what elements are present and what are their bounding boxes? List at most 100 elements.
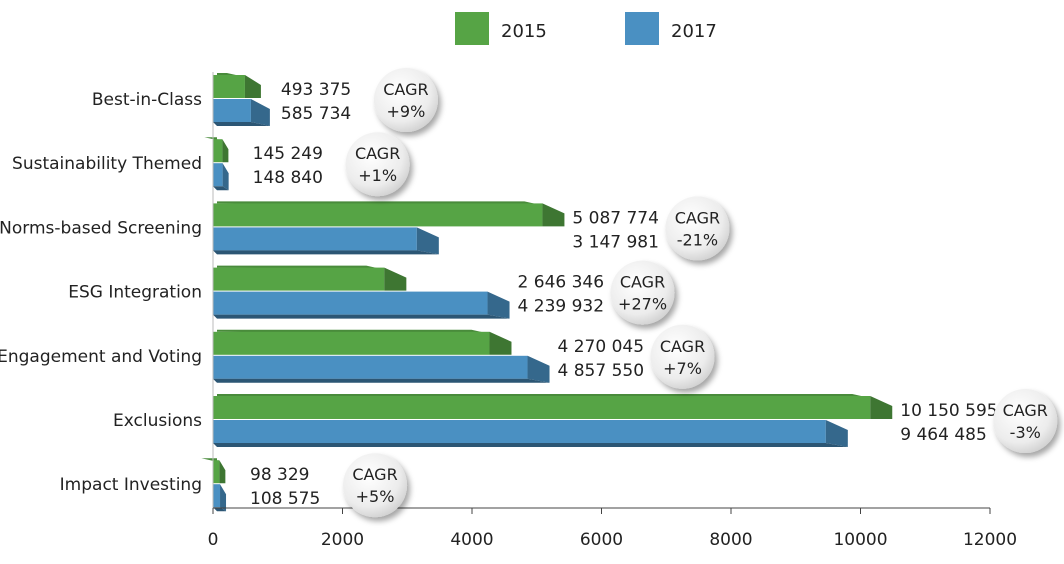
bar-2015 (213, 73, 261, 98)
cagr-badge: CAGR +1% (345, 132, 410, 197)
cagr-value: +9% (387, 102, 426, 121)
x-tick-label: 4000 (450, 530, 493, 550)
bar-side-face (222, 163, 229, 191)
cagr-title: CAGR (675, 208, 720, 227)
x-tick-label: 2000 (321, 530, 364, 550)
bar-2017 (213, 484, 227, 512)
cagr-circle (343, 453, 408, 518)
bar-front-face (213, 75, 245, 98)
x-tick-label: 6000 (580, 530, 623, 550)
bar-bottom-face (213, 314, 510, 319)
category-label: Impact Investing (60, 475, 202, 495)
legend-swatch-2017 (625, 12, 659, 45)
value-label-2017: 4 857 550 (558, 361, 645, 381)
cagr-badge: CAGR -21% (665, 196, 730, 261)
x-axis: 0 2000 4000 6000 8000 10000 12000 (208, 72, 1017, 550)
bar-2015 (201, 458, 226, 484)
bar-bottom-face (213, 186, 229, 191)
cagr-value: +1% (358, 166, 397, 185)
cagr-badge: CAGR +9% (373, 68, 438, 132)
x-tick-label: 10000 (833, 530, 887, 550)
bar-2017 (213, 99, 270, 126)
cagr-title: CAGR (620, 273, 665, 292)
cagr-title: CAGR (1003, 401, 1048, 420)
value-label-2017: 148 840 (253, 168, 323, 188)
bar-side-face (527, 355, 550, 383)
cagr-title: CAGR (660, 337, 705, 356)
cagr-value: -21% (677, 230, 718, 249)
category-label: Best-in-Class (92, 90, 202, 110)
category-label: Engagement and Voting (0, 347, 202, 367)
bar-side-face (542, 203, 565, 227)
bar-front-face (213, 420, 826, 443)
bar-bottom-face (213, 122, 270, 126)
x-tick-label: 8000 (709, 530, 752, 550)
cagr-circle (650, 324, 715, 389)
cagr-circle (993, 389, 1058, 453)
annotations: 493 375 585 734 CAGR +9% 145 249 148 840 CAGR +… (250, 68, 1058, 518)
bar-side-face (222, 139, 229, 163)
x-tick-label: 12000 (963, 530, 1017, 550)
cagr-circle (610, 260, 675, 325)
bar-side-face (244, 75, 261, 98)
bar-front-face (213, 139, 223, 163)
cagr-title: CAGR (383, 80, 428, 99)
cagr-badge: CAGR +5% (343, 453, 408, 518)
bar-front-face (213, 203, 543, 227)
bar-side-face (870, 396, 893, 419)
bar-front-face (213, 163, 223, 187)
category-label: Norms-based Screening (0, 218, 202, 238)
bar-2015 (213, 329, 512, 355)
bar-2015 (204, 137, 229, 163)
bar-bottom-face (213, 250, 439, 255)
bar-front-face (213, 460, 220, 484)
bar-side-face (416, 227, 439, 255)
bar-front-face (213, 227, 417, 251)
cagr-circle (665, 196, 730, 261)
cagr-title: CAGR (352, 465, 397, 484)
bar-2015 (213, 265, 407, 291)
bar-front-face (213, 484, 221, 508)
cagr-value: +7% (663, 359, 702, 378)
cagr-value: +27% (618, 295, 667, 314)
category-label: ESG Integration (68, 283, 202, 303)
value-label-2015: 145 249 (253, 144, 323, 164)
bar-2015 (213, 201, 565, 227)
legend-label-2017: 2017 (671, 21, 717, 42)
bar-side-face (487, 291, 510, 319)
value-label-2017: 9 464 485 (900, 425, 987, 445)
bar-front-face (213, 291, 488, 315)
bar-2015 (213, 394, 893, 419)
bar-2017 (213, 291, 510, 319)
value-label-2017: 4 239 932 (518, 297, 605, 317)
bar-bottom-face (213, 443, 848, 447)
category-label: Exclusions (113, 411, 202, 431)
bar-2017 (213, 420, 848, 447)
bar-2017 (213, 227, 439, 255)
value-label-2015: 2 646 346 (518, 273, 605, 293)
cagr-value: +5% (356, 487, 395, 506)
value-label-2017: 585 734 (281, 104, 351, 124)
value-label-2015: 4 270 045 (558, 337, 645, 357)
cagr-badge: CAGR +7% (650, 324, 715, 389)
bar-2017 (213, 355, 550, 383)
legend-swatch-2015 (455, 12, 489, 45)
legend: 2015 2017 (455, 12, 717, 45)
bar-side-face (384, 267, 407, 291)
legend-label-2015: 2015 (501, 21, 547, 42)
value-label-2015: 5 087 774 (572, 208, 659, 228)
value-label-2015: 493 375 (281, 80, 351, 100)
bar-bottom-face (213, 378, 550, 383)
cagr-circle (373, 68, 438, 132)
bar-side-face (250, 99, 270, 126)
value-label-2017: 3 147 981 (572, 232, 659, 252)
x-tick-label: 0 (208, 530, 219, 550)
cagr-value: -3% (1010, 423, 1041, 442)
bar-front-face (213, 396, 871, 419)
bars: Best-in-Class Sustainability Themed Norms-… (0, 73, 893, 512)
cagr-title: CAGR (355, 144, 400, 163)
value-label-2015: 10 150 595 (900, 401, 997, 421)
value-label-2015: 98 329 (250, 465, 309, 485)
bar-side-face (489, 331, 512, 355)
